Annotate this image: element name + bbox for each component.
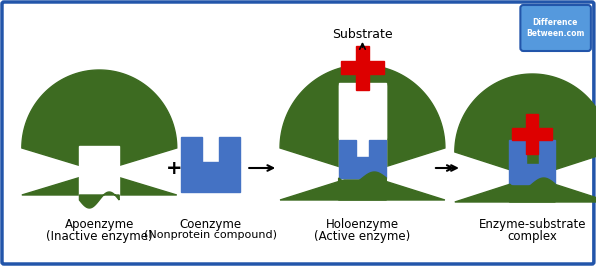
- Polygon shape: [338, 157, 386, 178]
- Polygon shape: [79, 146, 119, 200]
- Text: Substrate: Substrate: [332, 28, 393, 41]
- Polygon shape: [219, 137, 241, 162]
- Polygon shape: [455, 74, 600, 202]
- Polygon shape: [181, 162, 241, 192]
- Text: (Nonprotein compound): (Nonprotein compound): [144, 230, 277, 240]
- Text: Apoenzyme: Apoenzyme: [65, 218, 134, 231]
- Text: Difference
Between.com: Difference Between.com: [526, 18, 584, 38]
- Polygon shape: [509, 164, 555, 184]
- Polygon shape: [79, 192, 119, 208]
- Polygon shape: [338, 85, 386, 138]
- Polygon shape: [338, 172, 386, 200]
- FancyBboxPatch shape: [2, 2, 594, 264]
- Polygon shape: [338, 83, 386, 178]
- Text: Coenzyme: Coenzyme: [179, 218, 242, 231]
- Polygon shape: [338, 140, 356, 157]
- Polygon shape: [181, 137, 202, 162]
- Polygon shape: [509, 140, 555, 148]
- Polygon shape: [512, 114, 552, 154]
- Polygon shape: [509, 148, 526, 164]
- Polygon shape: [280, 65, 445, 200]
- Polygon shape: [539, 148, 555, 164]
- Polygon shape: [369, 140, 386, 157]
- Text: Enzyme-substrate: Enzyme-substrate: [479, 218, 586, 231]
- Polygon shape: [22, 70, 177, 195]
- Polygon shape: [341, 45, 385, 90]
- Text: Holoenzyme: Holoenzyme: [326, 218, 399, 231]
- Text: +: +: [166, 159, 182, 177]
- Text: (Active enzyme): (Active enzyme): [314, 230, 410, 243]
- Text: complex: complex: [508, 230, 557, 243]
- FancyBboxPatch shape: [520, 5, 591, 51]
- Text: (Inactive enzyme): (Inactive enzyme): [46, 230, 152, 243]
- Polygon shape: [509, 178, 555, 202]
